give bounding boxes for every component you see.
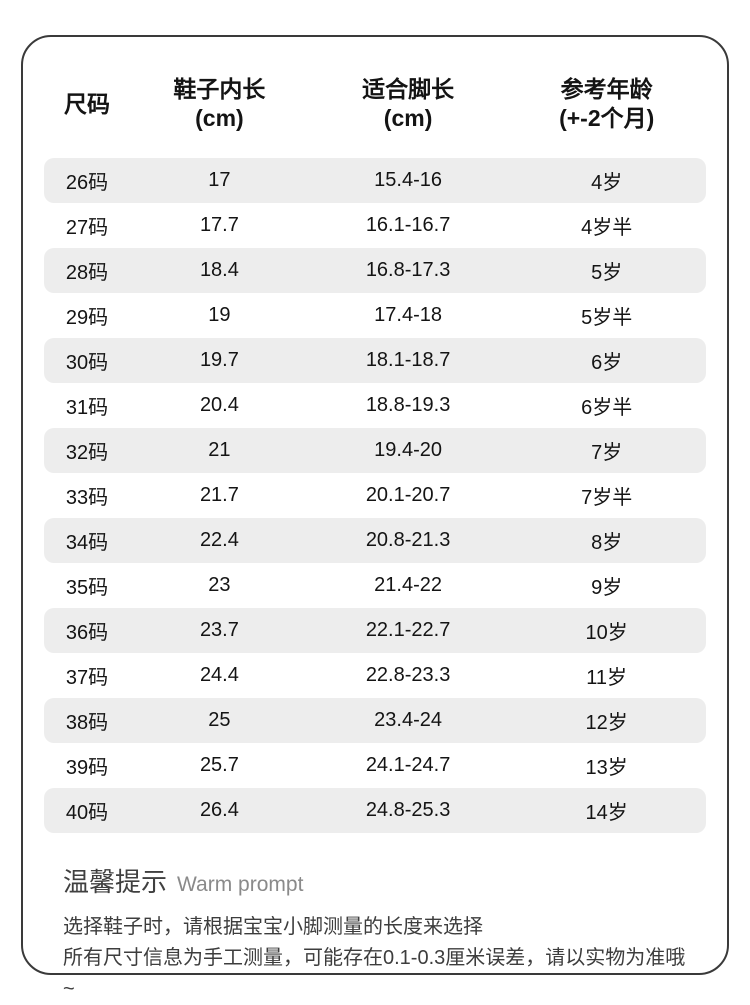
column-header-foot-length: 适合脚长 (cm) [309, 75, 508, 133]
table-cell: 26码 [65, 172, 109, 194]
table-cell: 8岁 [591, 532, 623, 554]
table-cell: 7岁半 [581, 487, 633, 509]
table-row: 37码 24.4 22.8-23.3 11岁 [44, 653, 706, 698]
table-row: 35码 23 21.4-22 9岁 [44, 563, 706, 608]
table-cell: 38码 [65, 712, 109, 734]
table-cell: 18.1-18.7 [365, 349, 451, 371]
column-header-label: 鞋子内长 [173, 76, 266, 102]
table-cell: 36码 [65, 622, 109, 644]
warm-prompt-title-zh: 温馨提示 [63, 867, 168, 897]
table-cell: 18.8-19.3 [365, 394, 451, 416]
table-cell: 24.4 [199, 664, 239, 686]
table-body: 26码 17 15.4-16 4岁 27码 17.7 16.1-16.7 4岁半 28码 18.4… [44, 158, 706, 833]
table-cell: 6岁 [591, 352, 623, 374]
table-cell: 21 [208, 439, 231, 461]
table-cell: 29码 [65, 307, 109, 329]
table-cell: 17.4-18 [374, 304, 442, 326]
warm-prompt-line: 所有尺寸信息为手工测量，可能存在0.1-0.3厘米误差，请以实物为准哦~ [63, 947, 686, 1000]
table-cell: 19.7 [199, 349, 239, 371]
table-cell: 35码 [65, 577, 109, 599]
table-cell: 7岁 [591, 442, 623, 464]
table-cell: 4岁半 [581, 217, 633, 239]
table-cell: 5岁半 [581, 307, 633, 329]
table-row: 31码 20.4 18.8-19.3 6岁半 [44, 383, 706, 428]
table-cell: 4岁 [591, 172, 623, 194]
table-cell: 23 [208, 574, 231, 596]
table-cell: 5岁 [591, 262, 623, 284]
table-cell: 18.4 [199, 259, 239, 281]
table-cell: 39码 [65, 757, 109, 779]
table-cell: 22.1-22.7 [365, 619, 451, 641]
table-cell: 34码 [65, 532, 109, 554]
column-header-label: 适合脚长 [362, 76, 455, 102]
table-cell: 22.4 [199, 529, 239, 551]
table-cell: 16.1-16.7 [365, 214, 451, 236]
table-row: 28码 18.4 16.8-17.3 5岁 [44, 248, 706, 293]
table-cell: 30码 [65, 352, 109, 374]
table-cell: 19.4-20 [374, 439, 442, 461]
table-cell: 24.8-25.3 [365, 799, 451, 821]
column-header-inner-length: 鞋子内长 (cm) [130, 75, 309, 133]
warm-prompt-section: 温馨提示 Warm prompt 选择鞋子时，请根据宝宝小脚测量的长度来选择 所… [63, 865, 687, 1005]
table-cell: 20.8-21.3 [365, 529, 451, 551]
table-cell: 21.7 [199, 484, 239, 506]
warm-prompt-line: 选择鞋子时，请根据宝宝小脚测量的长度来选择 [63, 916, 483, 938]
table-cell: 21.4-22 [374, 574, 442, 596]
table-row: 38码 25 23.4-24 12岁 [44, 698, 706, 743]
table-cell: 26.4 [199, 799, 239, 821]
table-cell: 33码 [65, 487, 109, 509]
table-cell: 10岁 [585, 622, 628, 644]
table-cell: 28码 [65, 262, 109, 284]
table-cell: 12岁 [585, 712, 628, 734]
table-row: 27码 17.7 16.1-16.7 4岁半 [44, 203, 706, 248]
warm-prompt-lines: 选择鞋子时，请根据宝宝小脚测量的长度来选择 所有尺寸信息为手工测量，可能存在0.… [63, 912, 687, 1005]
table-cell: 9岁 [591, 577, 623, 599]
column-header-label: 参考年龄 [560, 76, 653, 102]
table-row: 39码 25.7 24.1-24.7 13岁 [44, 743, 706, 788]
table-header: 尺码 鞋子内长 (cm) 适合脚长 (cm) 参考年龄 (+-2个月) [44, 75, 706, 133]
warm-prompt-title: 温馨提示 Warm prompt [63, 865, 687, 902]
table-cell: 23.4-24 [374, 709, 442, 731]
table-row: 33码 21.7 20.1-20.7 7岁半 [44, 473, 706, 518]
table-row: 36码 23.7 22.1-22.7 10岁 [44, 608, 706, 653]
table-cell: 17.7 [199, 214, 239, 236]
table-cell: 23.7 [199, 619, 239, 641]
table-cell: 25 [208, 709, 231, 731]
table-row: 40码 26.4 24.8-25.3 14岁 [44, 788, 706, 833]
table-cell: 11岁 [586, 667, 628, 689]
column-header-age: 参考年龄 (+-2个月) [507, 75, 706, 133]
table-row: 30码 19.7 18.1-18.7 6岁 [44, 338, 706, 383]
table-cell: 40码 [65, 802, 109, 824]
table-cell: 20.1-20.7 [365, 484, 451, 506]
table-cell: 24.1-24.7 [365, 754, 451, 776]
table-cell: 31码 [65, 397, 109, 419]
table-cell: 19 [208, 304, 231, 326]
table-cell: 37码 [65, 667, 109, 689]
table-cell: 14岁 [585, 802, 628, 824]
table-cell: 6岁半 [581, 397, 633, 419]
table-cell: 16.8-17.3 [365, 259, 451, 281]
table-row: 26码 17 15.4-16 4岁 [44, 158, 706, 203]
table-cell: 25.7 [199, 754, 239, 776]
column-header-unit: (cm) [195, 105, 244, 131]
table-row: 29码 19 17.4-18 5岁半 [44, 293, 706, 338]
table-cell: 27码 [65, 217, 109, 239]
warm-prompt-title-en: Warm prompt [177, 873, 304, 896]
table-cell: 32码 [65, 442, 109, 464]
table-row: 32码 21 19.4-20 7岁 [44, 428, 706, 473]
column-header-size: 尺码 [44, 75, 130, 133]
table-cell: 22.8-23.3 [365, 664, 451, 686]
column-header-unit: (+-2个月) [559, 105, 655, 131]
size-chart-card: 尺码 鞋子内长 (cm) 适合脚长 (cm) 参考年龄 (+-2个月) 26码 1… [21, 35, 729, 1000]
table-row: 34码 22.4 20.8-21.3 8岁 [44, 518, 706, 563]
table-cell: 20.4 [199, 394, 239, 416]
table-cell: 13岁 [585, 757, 628, 779]
table-cell: 17 [208, 169, 231, 191]
table-cell: 15.4-16 [374, 169, 442, 191]
column-header-label: 尺码 [64, 90, 111, 117]
column-header-unit: (cm) [383, 105, 433, 131]
